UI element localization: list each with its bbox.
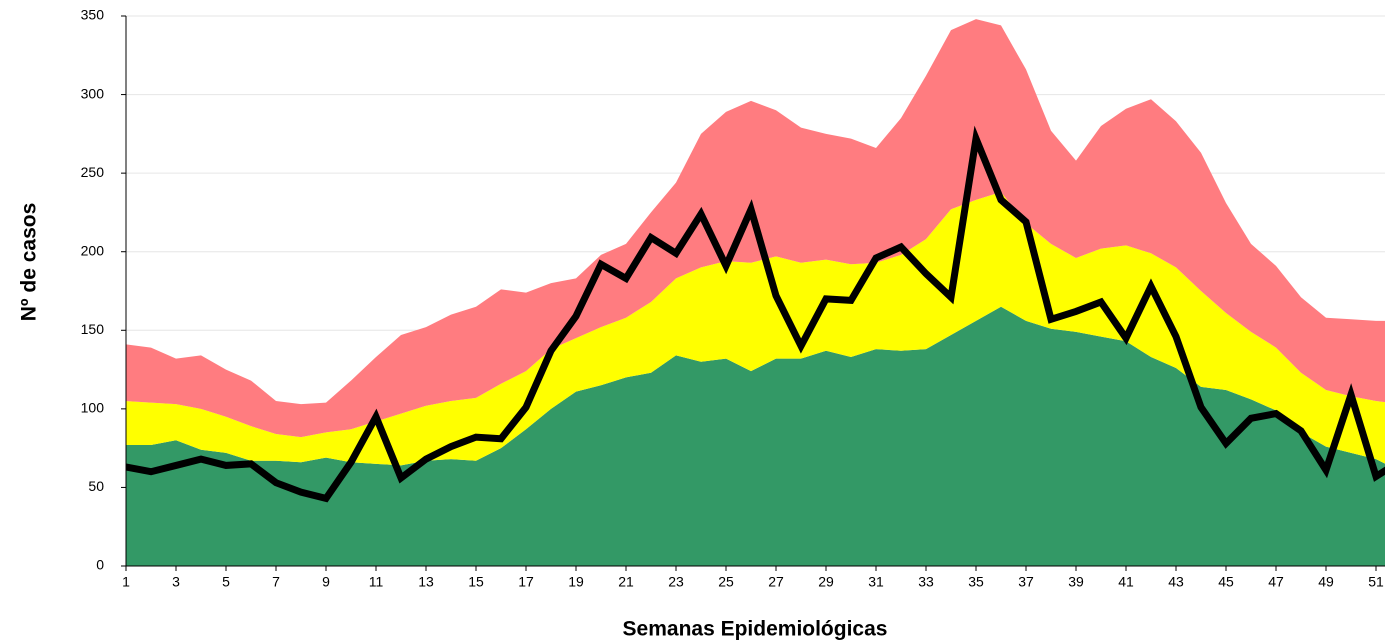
x-tick-label: 41 [1118, 574, 1134, 590]
x-tick-label: 3 [172, 574, 180, 590]
y-axis-title: Nº de casos [18, 203, 41, 322]
y-tick-label: 250 [81, 164, 105, 180]
x-tick-label: 15 [468, 574, 484, 590]
x-tick-label: 5 [222, 574, 230, 590]
x-tick-label: 35 [968, 574, 984, 590]
x-tick-label: 19 [568, 574, 584, 590]
y-tick-label: 50 [88, 478, 104, 494]
area [126, 192, 1385, 466]
plot-area [126, 19, 1385, 566]
x-tick-label: 21 [618, 574, 634, 590]
x-tick-label: 1 [122, 574, 130, 590]
x-tick-label: 29 [818, 574, 834, 590]
x-tick-label: 45 [1218, 574, 1234, 590]
x-tick-label: 23 [668, 574, 684, 590]
x-axis-title: Semanas Epidemiológicas [623, 618, 888, 641]
x-tick-label: 39 [1068, 574, 1084, 590]
x-tick-label: 49 [1318, 574, 1334, 590]
area [126, 306, 1385, 566]
line [126, 125, 1385, 503]
x-tick-label: 11 [369, 574, 384, 590]
x-tick-label: 13 [418, 574, 434, 590]
x-tick-label: 27 [768, 574, 784, 590]
x-tick-label: 17 [518, 574, 534, 590]
x-tick-label: 7 [272, 574, 280, 590]
y-tick-label: 0 [96, 557, 104, 573]
y-tick-label: 200 [81, 242, 105, 258]
y-tick-label: 150 [81, 321, 105, 337]
x-tick-label: 25 [718, 574, 734, 590]
y-tick-label: 100 [81, 400, 105, 416]
y-tick-label: 350 [81, 7, 105, 23]
x-tick-label: 43 [1168, 574, 1184, 590]
y-tick-label: 300 [81, 85, 105, 101]
x-tick-label: 47 [1268, 574, 1284, 590]
x-tick-label: 9 [322, 574, 330, 590]
x-tick-label: 37 [1018, 574, 1034, 590]
x-tick-label: 51 [1368, 574, 1384, 590]
x-tick-label: 33 [918, 574, 934, 590]
x-tick-label: 31 [868, 574, 884, 590]
